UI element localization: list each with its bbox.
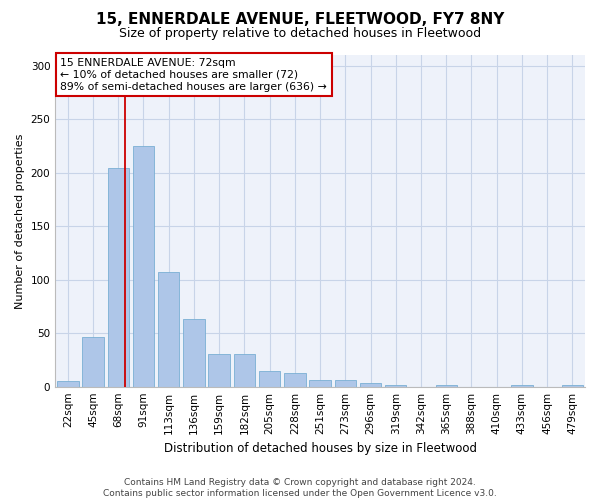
Bar bbox=[107, 168, 129, 386]
Bar bbox=[562, 384, 583, 386]
Bar bbox=[158, 272, 179, 386]
Bar bbox=[208, 354, 230, 386]
Bar bbox=[335, 380, 356, 386]
X-axis label: Distribution of detached houses by size in Fleetwood: Distribution of detached houses by size … bbox=[164, 442, 476, 455]
Bar bbox=[259, 370, 280, 386]
Bar bbox=[82, 338, 104, 386]
Text: 15, ENNERDALE AVENUE, FLEETWOOD, FY7 8NY: 15, ENNERDALE AVENUE, FLEETWOOD, FY7 8NY bbox=[96, 12, 504, 28]
Bar bbox=[183, 320, 205, 386]
Text: 15 ENNERDALE AVENUE: 72sqm
← 10% of detached houses are smaller (72)
89% of semi: 15 ENNERDALE AVENUE: 72sqm ← 10% of deta… bbox=[61, 58, 327, 92]
Y-axis label: Number of detached properties: Number of detached properties bbox=[15, 133, 25, 308]
Bar bbox=[133, 146, 154, 386]
Bar bbox=[284, 373, 305, 386]
Bar bbox=[385, 384, 406, 386]
Text: Size of property relative to detached houses in Fleetwood: Size of property relative to detached ho… bbox=[119, 28, 481, 40]
Bar bbox=[310, 380, 331, 386]
Bar bbox=[436, 384, 457, 386]
Bar bbox=[360, 384, 381, 386]
Text: Contains HM Land Registry data © Crown copyright and database right 2024.
Contai: Contains HM Land Registry data © Crown c… bbox=[103, 478, 497, 498]
Bar bbox=[233, 354, 255, 386]
Bar bbox=[511, 384, 533, 386]
Bar bbox=[57, 382, 79, 386]
